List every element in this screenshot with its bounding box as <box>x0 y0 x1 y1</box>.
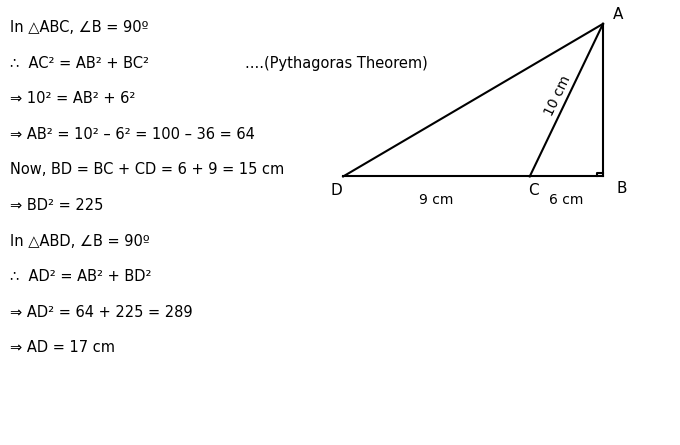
Text: ∴  AD² = AB² + BD²: ∴ AD² = AB² + BD² <box>10 269 152 284</box>
Text: In △ABD, ∠B = 90º: In △ABD, ∠B = 90º <box>10 234 150 249</box>
Text: A: A <box>613 7 624 22</box>
Text: 6 cm: 6 cm <box>549 193 583 207</box>
Text: ⇒ AD² = 64 + 225 = 289: ⇒ AD² = 64 + 225 = 289 <box>10 305 193 320</box>
Text: 9 cm: 9 cm <box>420 193 454 207</box>
Text: In △ABC, ∠B = 90º: In △ABC, ∠B = 90º <box>10 20 149 35</box>
Text: C: C <box>528 183 539 198</box>
Text: 10 cm: 10 cm <box>542 73 573 118</box>
Text: ∴  AC² = AB² + BC²: ∴ AC² = AB² + BC² <box>10 56 149 71</box>
Text: ....(Pythagoras Theorem): ....(Pythagoras Theorem) <box>245 56 428 71</box>
Text: B: B <box>616 181 627 196</box>
Text: ⇒ AB² = 10² – 6² = 100 – 36 = 64: ⇒ AB² = 10² – 6² = 100 – 36 = 64 <box>10 127 255 142</box>
Text: ⇒ AD = 17 cm: ⇒ AD = 17 cm <box>10 340 115 356</box>
Text: D: D <box>330 183 342 198</box>
Text: ⇒ BD² = 225: ⇒ BD² = 225 <box>10 198 103 213</box>
Text: Now, BD = BC + CD = 6 + 9 = 15 cm: Now, BD = BC + CD = 6 + 9 = 15 cm <box>10 162 284 178</box>
Text: ⇒ 10² = AB² + 6²: ⇒ 10² = AB² + 6² <box>10 91 135 106</box>
